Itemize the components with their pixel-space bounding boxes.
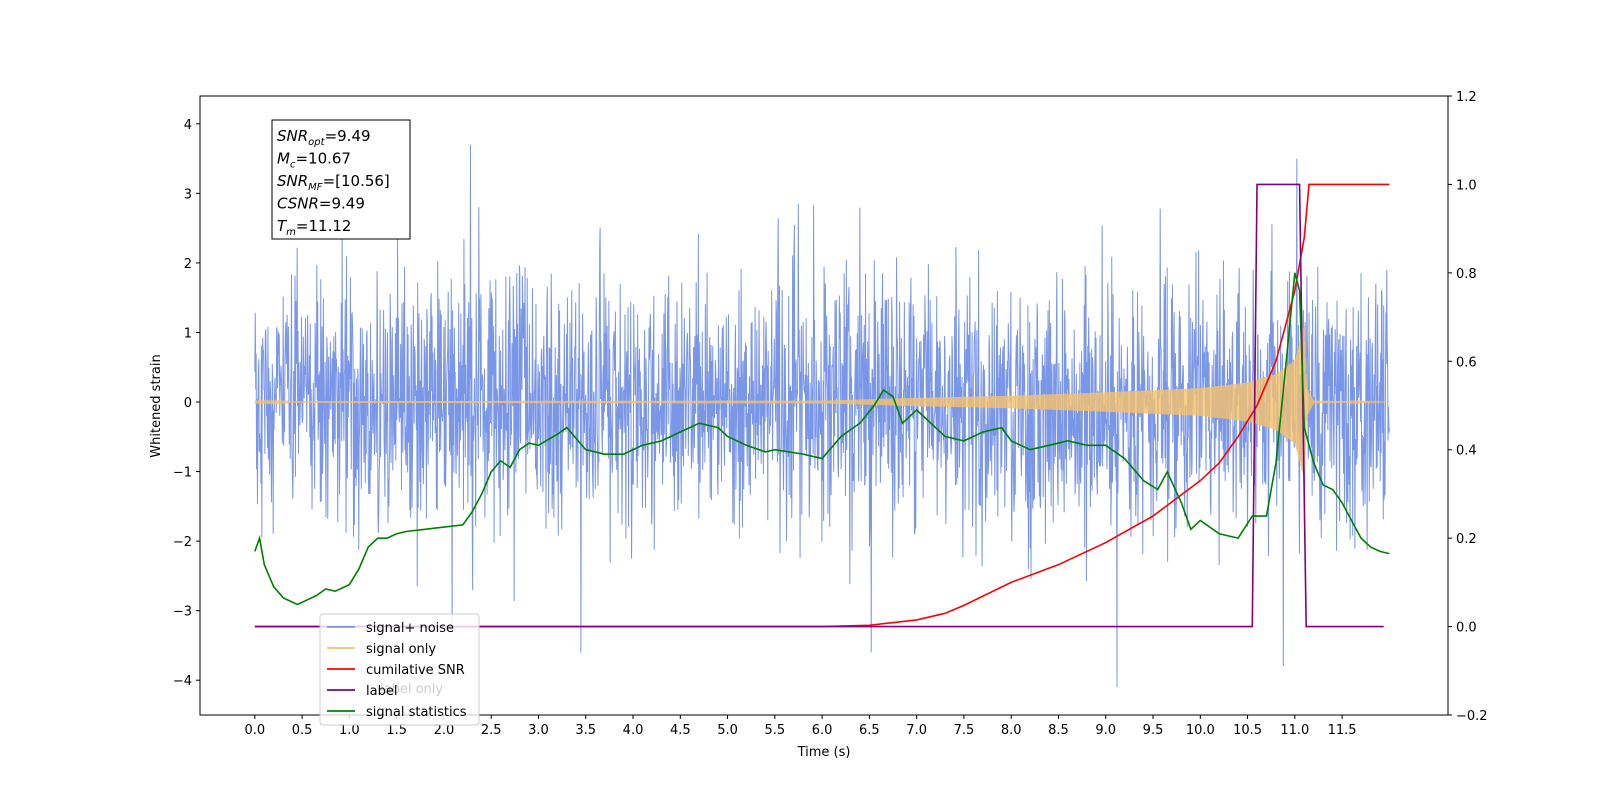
series-cumulative-snr	[254, 183, 1390, 628]
legend-frame	[319, 613, 480, 726]
annotation-line: SNRMF=[10.56]	[277, 172, 390, 193]
y-tick-label: 1	[184, 326, 192, 341]
x-tick-label: 10.5	[1233, 723, 1262, 738]
x-tick-label: 2.0	[434, 723, 455, 738]
y-tick-label: 0	[184, 396, 192, 411]
y2-tick-label: 0.8	[1456, 267, 1477, 282]
x-tick-label: 5.5	[764, 723, 785, 738]
y-tick-label: 4	[184, 118, 192, 133]
x-tick-label: 1.5	[386, 723, 407, 738]
x-tick-label: 4.0	[623, 723, 644, 738]
x-tick-label: 0.0	[244, 723, 265, 738]
y-tick-label: 3	[184, 187, 192, 202]
x-tick-label: 9.5	[1143, 723, 1164, 738]
annotation-line: SNRopt=9.49	[277, 127, 371, 148]
legend-label: cumilative SNR	[366, 663, 465, 678]
series-signal-statistics	[254, 272, 1390, 606]
y2-tick-label: 1.0	[1456, 178, 1477, 193]
x-tick-label: 6.5	[859, 723, 880, 738]
x-tick-label: 2.5	[481, 723, 502, 738]
x-axis: 0.0 0.5 1.0 1.5 2.0 2.5 3.0 3.5 4.0 4.5 5.0 5.5 6.0 6…	[244, 715, 1357, 738]
y-tick-label: −4	[173, 674, 192, 689]
x-tick-label: 8.5	[1048, 723, 1069, 738]
series-signal-noise	[254, 144, 1390, 688]
plot-area	[199, 95, 1449, 716]
x-tick-label: 5.0	[717, 723, 738, 738]
annotation-frame	[271, 119, 411, 240]
y2-tick-label: 1.2	[1456, 90, 1477, 105]
axes-frame	[199, 95, 1449, 716]
y2-tick-label: −0.2	[1456, 709, 1488, 724]
y-tick-label: −3	[173, 605, 192, 620]
x-axis-label: Time (s)	[797, 745, 851, 760]
y-axis-label: Whitened strain	[149, 354, 164, 457]
x-tick-label: 8.0	[1001, 723, 1022, 738]
y2-tick-label: 0.2	[1456, 532, 1477, 547]
x-tick-label: 10.0	[1186, 723, 1215, 738]
legend-label: signal statistics	[366, 705, 467, 720]
legend-label: signal+ noise	[366, 621, 454, 636]
x-tick-label: 3.0	[528, 723, 549, 738]
y2-tick-label: 0.4	[1456, 444, 1477, 459]
annotation-line: Mc=10.67	[277, 150, 351, 171]
x-tick-label: 9.0	[1095, 723, 1116, 738]
x-tick-label: 11.0	[1280, 723, 1309, 738]
annotation-line: Tm=11.12	[277, 217, 351, 238]
x-tick-label: 7.0	[906, 723, 927, 738]
x-tick-label: 1.0	[339, 723, 360, 738]
x-tick-label: 6.0	[812, 723, 833, 738]
y2-axis: −0.2 0.0 0.2 0.4 0.6 0.8 1.0 1.2	[1448, 90, 1488, 724]
x-tick-label: 3.5	[575, 723, 596, 738]
y-tick-label: 2	[184, 257, 192, 272]
y2-tick-label: 0.6	[1456, 355, 1477, 370]
annotation-line: CSNR=9.49	[277, 195, 365, 213]
y2-tick-label: 0.0	[1456, 621, 1477, 636]
legend-label: label	[366, 684, 397, 699]
x-tick-label: 7.5	[954, 723, 975, 738]
x-tick-label: 11.5	[1328, 723, 1357, 738]
x-tick-label: 0.5	[292, 723, 313, 738]
legend-label: signal only	[366, 642, 436, 657]
y-tick-label: −1	[173, 466, 192, 481]
y-tick-label: −2	[173, 535, 192, 550]
series-signal-only	[254, 325, 1390, 478]
x-tick-label: 4.5	[670, 723, 691, 738]
y-axis: −4 −3 −2 −1 0 1 2 3 4	[173, 118, 200, 689]
series-label	[254, 183, 1384, 628]
series-layer	[254, 144, 1390, 688]
